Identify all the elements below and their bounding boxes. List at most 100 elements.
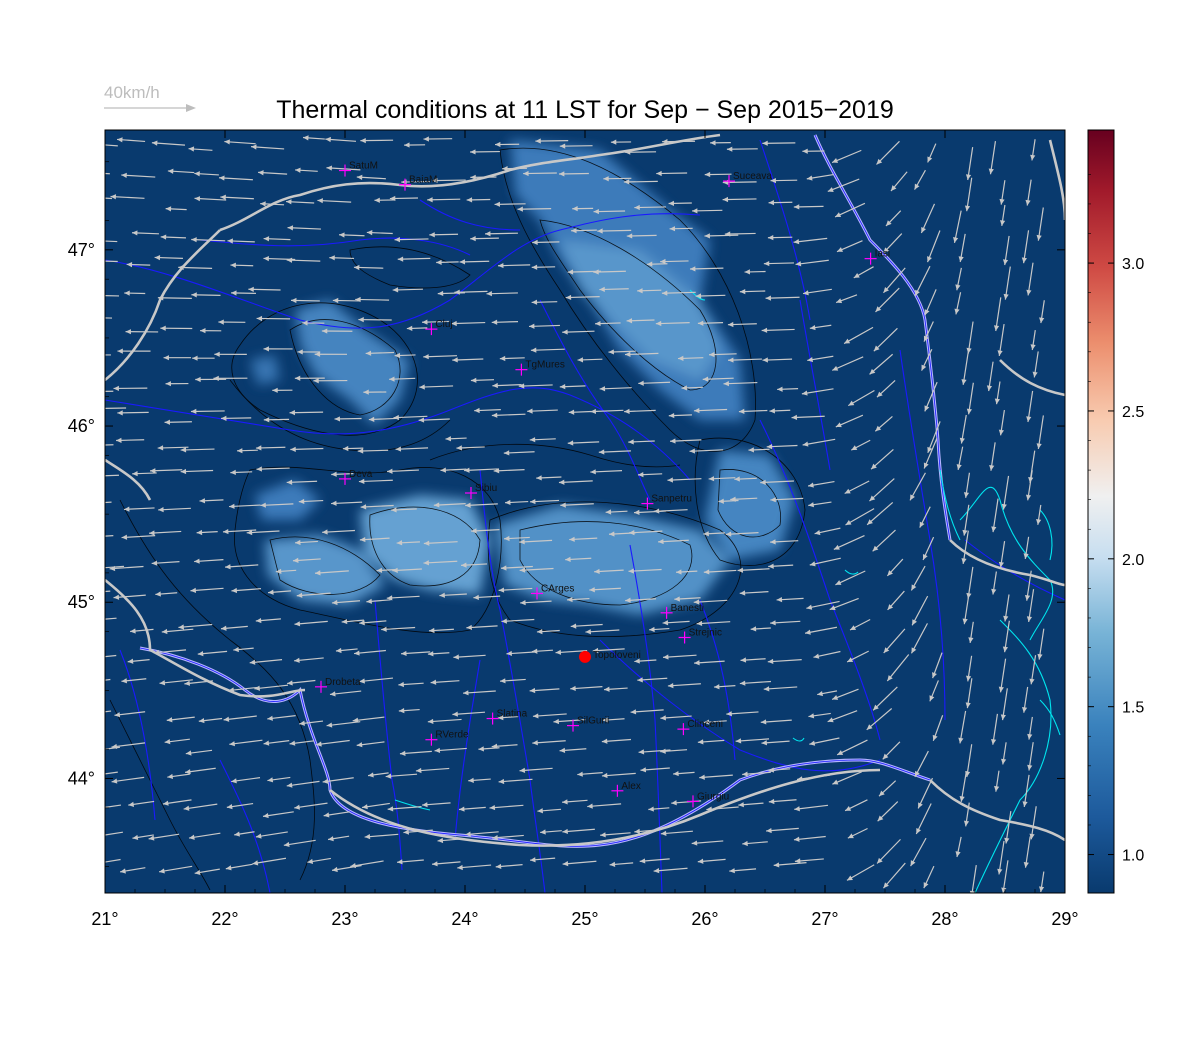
wind-arrow (126, 261, 151, 268)
wind-arrow (184, 680, 214, 686)
wind-arrow (966, 655, 973, 682)
wind-arrow (470, 377, 495, 383)
wind-arrow (191, 237, 226, 243)
wind-arrow (283, 839, 316, 848)
wind-arrow (1021, 230, 1030, 264)
wind-arrow (465, 831, 499, 837)
wind-arrow (875, 287, 900, 313)
wind-arrow (646, 261, 668, 267)
wind-arrow (165, 381, 189, 387)
wind-arrow (1026, 390, 1034, 423)
wind-arrow (962, 595, 970, 625)
wind-arrow (689, 448, 724, 454)
wind-arrow (105, 474, 119, 477)
wind-arrow (358, 478, 393, 484)
wind-arrow (827, 710, 858, 723)
wind-arrow (882, 862, 906, 889)
wind-arrow (695, 293, 726, 299)
wind-arrow (770, 177, 798, 184)
wind-arrow (272, 387, 293, 393)
city-label: Iasi (875, 249, 891, 260)
city-sibiu: Sibiu (465, 483, 497, 499)
wind-arrow (735, 738, 770, 744)
wind-arrow (562, 329, 595, 335)
wind-arrow (722, 196, 757, 203)
wind-arrow (565, 294, 600, 301)
wind-arrow (953, 210, 962, 243)
wind-arrow (610, 139, 632, 145)
wind-arrow (113, 385, 148, 391)
wind-arrow (887, 590, 905, 611)
wind-arrow (959, 771, 967, 802)
wind-arrow (885, 210, 902, 227)
wind-arrow (872, 686, 898, 711)
wind-arrow (327, 835, 350, 842)
wind-arrow (255, 617, 281, 624)
wind-arrow (519, 567, 554, 573)
colorbar-ticks: 1.0 1.5 2.0 2.5 3.0 (1088, 174, 1144, 865)
wind-arrow (356, 174, 386, 180)
wind-arrow (634, 828, 656, 835)
wind-arrow (1038, 871, 1045, 893)
y-tick-label: 46° (68, 416, 95, 436)
wind-arrow (836, 240, 863, 253)
wind-arrow (188, 146, 213, 152)
city-label: Alex (621, 781, 640, 792)
wind-arrow (111, 742, 146, 750)
wind-arrow (694, 660, 725, 666)
wind-arrow (847, 827, 868, 839)
wind-arrow (256, 466, 290, 472)
wind-arrow (105, 407, 127, 409)
wind-arrow (332, 297, 361, 304)
wind-arrow (437, 837, 462, 844)
wind-arrow (963, 472, 971, 498)
wind-arrow (268, 589, 292, 595)
wind-arrow (726, 711, 759, 717)
wind-arrow (160, 234, 186, 240)
wind-arrow (229, 739, 263, 747)
wind-arrow (190, 408, 225, 415)
wind-arrow (1003, 266, 1011, 300)
wind-arrow (809, 557, 841, 567)
city-label: Strejnic (689, 627, 722, 638)
wind-arrow (452, 357, 484, 363)
wind-arrow (167, 773, 190, 780)
wind-arrow (362, 802, 390, 810)
wind-arrow (229, 503, 261, 509)
wind-arrow (921, 349, 933, 371)
wind-arrow (704, 233, 739, 239)
wind-arrow (252, 857, 287, 866)
wind-arrow (919, 506, 931, 528)
wind-arrow (1025, 179, 1032, 206)
wind-arrow (1002, 620, 1010, 653)
wind-arrow (570, 685, 603, 692)
wind-arrow (352, 716, 385, 723)
wind-arrow (398, 708, 420, 714)
wind-arrow (725, 531, 759, 537)
wind-arrow (419, 384, 454, 390)
wind-arrow (461, 562, 488, 568)
wind-arrow (356, 741, 385, 748)
city-label: BaiaM (409, 175, 437, 186)
wind-arrow (883, 628, 906, 654)
wind-arrow (155, 591, 178, 597)
wind-arrow (260, 502, 294, 508)
wind-arrow (492, 834, 524, 841)
wind-arrow (366, 230, 393, 236)
wind-arrow (429, 232, 459, 238)
wind-arrow (961, 351, 969, 385)
wind-arrow (394, 237, 429, 243)
wind-arrow (121, 172, 156, 178)
wind-arrow (105, 172, 110, 175)
wind-arrow (329, 255, 355, 261)
wind-arrow (297, 349, 321, 355)
wind-arrow (802, 288, 832, 296)
wind-arrow (668, 412, 692, 419)
wind-arrow (807, 355, 834, 363)
wind-arrow (130, 628, 154, 634)
wind-arrow (653, 867, 688, 874)
wind-arrow (499, 355, 525, 362)
wind-arrow (161, 628, 194, 635)
city-baiam: BaiaM (399, 175, 437, 191)
wind-arrow (540, 829, 562, 835)
